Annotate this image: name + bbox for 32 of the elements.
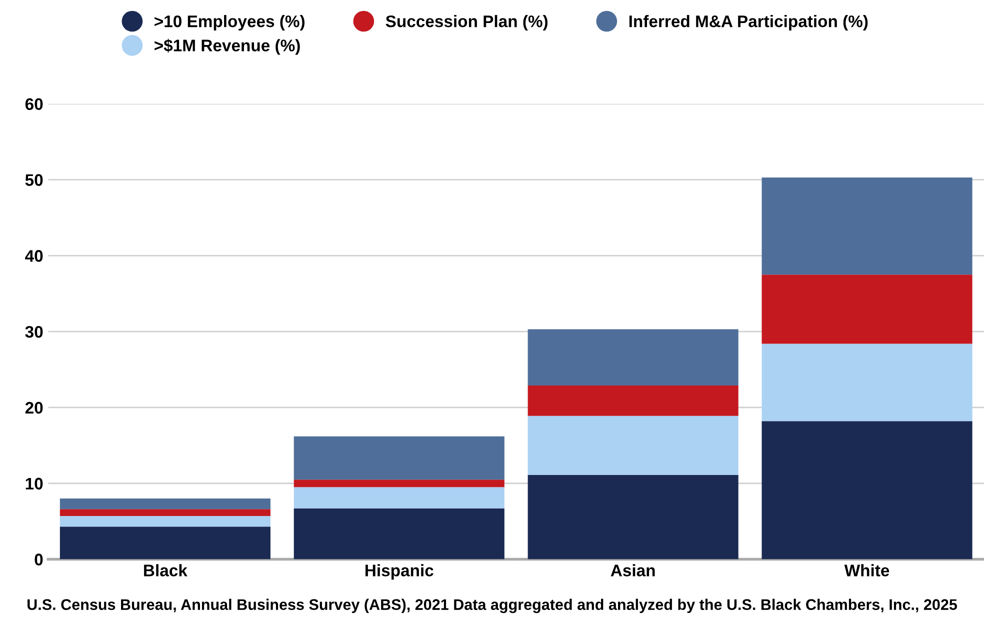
bar (762, 344, 972, 422)
bar (528, 385, 738, 416)
legend-label: >$1M Revenue (%) (154, 38, 300, 55)
y-tick-label: 30 (25, 326, 43, 338)
y-tick-label: 50 (25, 174, 43, 186)
y-tick-label: 40 (25, 250, 43, 262)
bar (294, 508, 504, 560)
legend-label: Succession Plan (%) (386, 15, 548, 31)
bar (60, 516, 270, 527)
x-tick-label: Hispanic (366, 564, 434, 580)
bar (762, 421, 972, 560)
x-tick-label: Black (144, 564, 188, 576)
bar (528, 475, 738, 560)
bar (60, 498, 270, 510)
bar (60, 526, 270, 560)
legend-label: >10 Employees (%) (154, 15, 305, 31)
x-tick-label: White (844, 564, 890, 576)
bar (528, 329, 738, 386)
y-tick-label: 60 (25, 98, 43, 110)
x-tick-label: Asian (610, 564, 655, 576)
bar (294, 480, 504, 488)
text: U.S. Census Bureau, Annual Business Survey (ABS), 2021 Data aggregated and analyzed by the U.S. Black Chambers, Inc., 2025 (28, 598, 958, 614)
bar (762, 177, 972, 275)
bar (294, 436, 504, 480)
legend-label: Inferred M&A Participation (%) (629, 15, 868, 31)
bar (60, 509, 270, 516)
bar (528, 416, 738, 476)
y-tick-label: 0 (34, 554, 43, 566)
bar (294, 487, 504, 508)
y-tick-label: 10 (26, 478, 43, 490)
y-tick-label: 20 (25, 402, 43, 414)
bar (762, 274, 972, 344)
